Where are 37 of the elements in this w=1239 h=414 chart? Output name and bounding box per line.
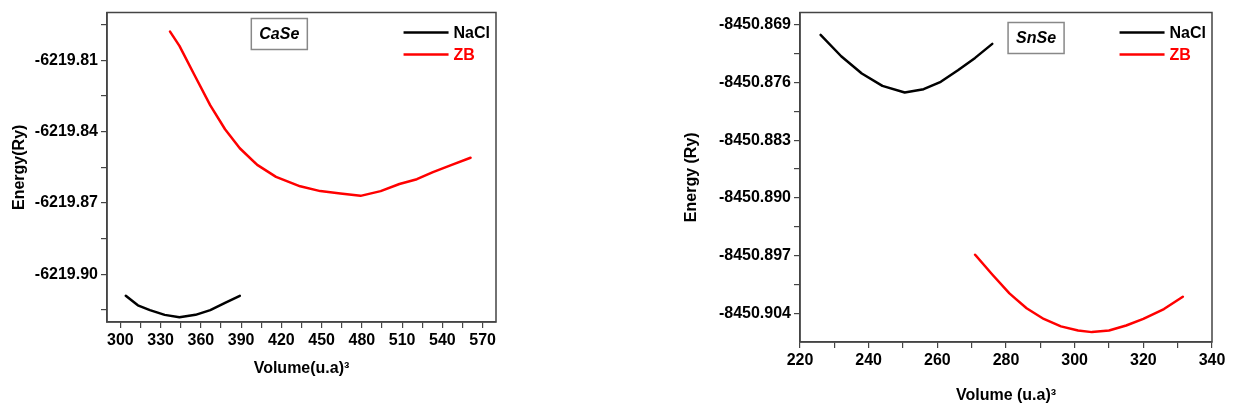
y-tick-label: -8450.883 xyxy=(718,130,792,148)
x-tick-label: 220 xyxy=(786,351,814,369)
y-tick-label: -6219.87 xyxy=(34,193,99,211)
y-tick-label: -6219.90 xyxy=(34,264,99,282)
x-tick-label: 300 xyxy=(107,331,134,349)
y-tick-label: -8450.904 xyxy=(718,303,792,321)
annotation: SnSe xyxy=(1016,29,1057,47)
legend-label: ZB xyxy=(453,46,475,64)
x-tick-label: 540 xyxy=(428,331,456,349)
x-tick-label: 420 xyxy=(268,331,295,349)
legend-label: NaCl xyxy=(453,24,490,42)
y-tick-label: -8450.897 xyxy=(718,245,792,263)
legend-label: ZB xyxy=(1169,46,1191,64)
legend-label: NaCl xyxy=(1169,24,1206,42)
x-tick-label: 320 xyxy=(1129,351,1157,369)
x-tick-label: 240 xyxy=(855,351,883,369)
y-tick-label: -8450.890 xyxy=(718,188,792,206)
x-tick-label: 340 xyxy=(1198,351,1226,369)
x-tick-label: 480 xyxy=(348,331,376,349)
y-tick-label: -8450.876 xyxy=(718,73,792,90)
y-axis-title: Energy (Ry) xyxy=(682,132,700,223)
x-tick-label: 360 xyxy=(187,331,215,349)
x-tick-label: 450 xyxy=(308,331,336,349)
x-tick-label: 300 xyxy=(1061,351,1089,369)
y-tick-label: -6219.81 xyxy=(34,50,99,68)
x-tick-label: 570 xyxy=(469,331,497,349)
x-tick-label: 330 xyxy=(147,331,175,349)
x-tick-label: 510 xyxy=(388,331,416,349)
x-tick-label: 280 xyxy=(992,351,1020,369)
x-axis-title: Volume(u.a)³ xyxy=(253,358,350,376)
x-axis-title: Volume (u.a)³ xyxy=(955,385,1057,403)
y-tick-label: -6219.84 xyxy=(34,122,99,140)
annotation: CaSe xyxy=(259,25,300,43)
x-tick-label: 390 xyxy=(227,331,255,349)
y-tick-label: -8450.869 xyxy=(718,15,792,33)
x-tick-label: 260 xyxy=(923,351,951,369)
y-axis-title: Energy(Ry) xyxy=(10,124,28,210)
